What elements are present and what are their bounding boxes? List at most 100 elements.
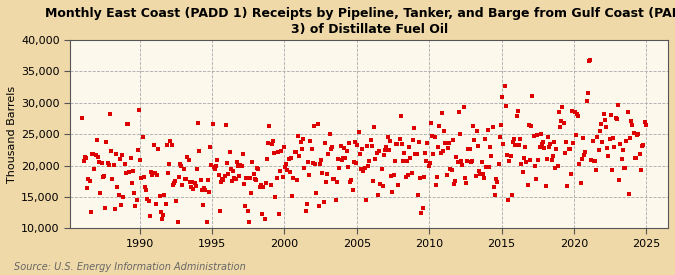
Point [247,160,258,165]
Point [526,123,537,128]
Point [443,146,454,150]
Point [498,142,509,146]
Point [546,157,557,162]
Point [387,189,398,194]
Point [118,194,129,199]
Point [618,166,629,170]
Point [252,166,263,170]
Point [601,125,612,129]
Point [321,180,331,184]
Point [333,157,344,161]
Point [304,173,315,177]
Point [359,165,370,170]
Point [627,122,638,127]
Point [365,138,376,142]
Point [111,152,122,156]
Point [353,130,364,134]
Point [567,108,578,113]
Point [590,159,601,163]
Point [165,138,176,143]
Point [183,158,194,163]
Point [380,148,391,152]
Point [241,176,252,180]
Point [302,160,313,164]
Point [608,136,618,141]
Point [570,133,581,137]
Point [217,177,227,182]
Point [83,177,94,181]
Point [634,152,645,156]
Point [448,182,459,187]
Point [527,94,538,99]
Point [589,159,599,163]
Point [192,167,202,171]
Point [535,132,546,136]
Point [443,141,454,145]
Point [298,137,308,142]
Point [301,202,312,206]
Point [543,135,554,139]
Point [287,194,298,198]
Point [292,177,302,182]
Point [149,170,160,175]
Point [412,193,423,197]
Point [99,174,109,178]
Point [178,167,189,171]
Point [603,154,614,158]
Point [163,171,173,175]
Point [460,181,471,185]
Point [596,121,607,126]
Point [394,136,405,141]
Point [524,158,535,162]
Point [78,158,89,163]
Point [450,179,460,183]
Point [585,58,595,62]
Point [141,188,152,192]
Point [451,155,462,160]
Point [151,201,161,206]
Point [327,145,338,149]
Point [472,144,483,148]
Point [437,111,448,116]
Text: Source: U.S. Energy Information Administration: Source: U.S. Energy Information Administ… [14,262,245,272]
Point [135,158,146,163]
Point [120,170,131,175]
Point [377,183,388,188]
Point [411,152,422,156]
Point [463,147,474,151]
Point [376,167,387,171]
Point [250,177,261,182]
Point [311,191,322,196]
Point [557,104,568,109]
Point [420,151,431,155]
Point [339,146,350,150]
Point [293,134,304,139]
Point [457,162,468,167]
Point [583,90,593,95]
Point [514,143,524,147]
Point [403,173,414,177]
Point [620,166,630,170]
Point [269,151,279,156]
Point [194,149,205,153]
Point [256,183,267,187]
Point [462,159,472,163]
Point [483,128,493,132]
Point [613,103,624,107]
Point [299,166,310,170]
Point [408,126,419,130]
Point [506,192,517,197]
Point [142,197,153,202]
Point [389,159,400,163]
Point [488,185,499,189]
Point [605,113,616,117]
Point [373,193,383,197]
Point [146,170,157,174]
Point [510,142,521,147]
Point [509,137,520,142]
Point [491,177,502,181]
Point [198,203,209,208]
Point [236,164,247,168]
Point [144,214,155,218]
Point [437,148,448,153]
